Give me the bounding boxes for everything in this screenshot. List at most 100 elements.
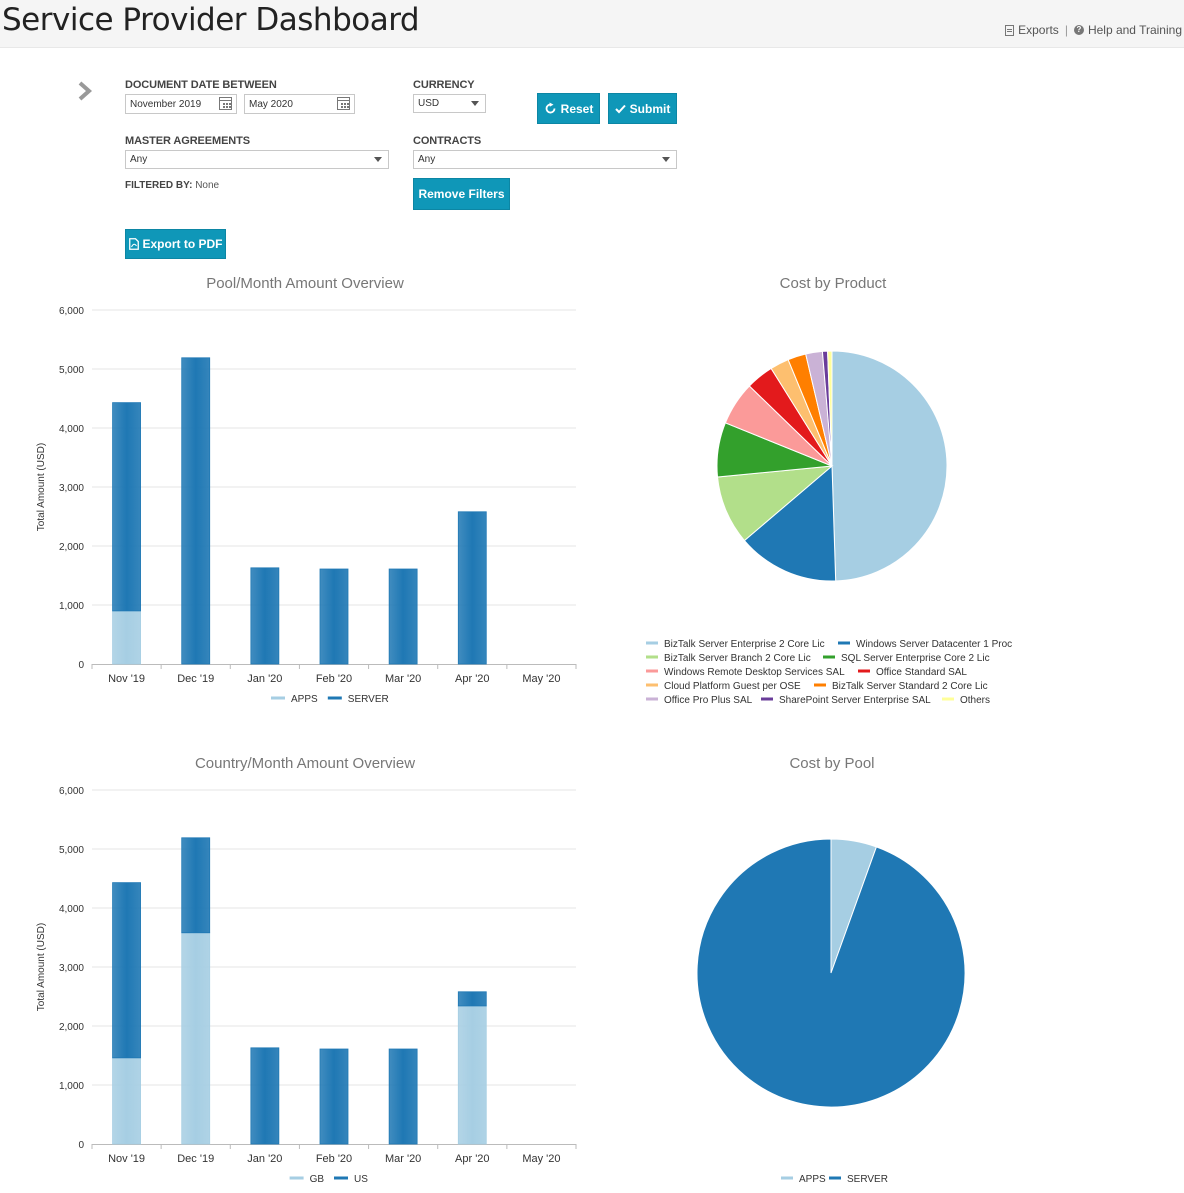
y-tick-label: 5,000 xyxy=(59,845,84,856)
legend-label: Office Standard SAL xyxy=(876,667,967,678)
y-axis-label: Total Amount (USD) xyxy=(36,443,47,531)
pie-slice xyxy=(827,350,833,467)
chevron-down-icon xyxy=(471,101,479,106)
date-range-label: DOCUMENT DATE BETWEEN xyxy=(125,79,277,91)
legend-label: SharePoint Server Enterprise SAL xyxy=(779,695,931,706)
link-separator: | xyxy=(1064,23,1068,37)
legend-label: Cloud Platform Guest per OSE xyxy=(664,681,801,692)
legend-label: Windows Remote Desktop Services SAL xyxy=(664,667,845,678)
cost-by-product-pie-chart: BizTalk Server Enterprise 2 Core Lic Wind… xyxy=(646,350,1012,706)
reset-button[interactable]: Reset xyxy=(537,93,600,124)
cost-by-pool-chart-title: Cost by Pool xyxy=(789,755,875,772)
bar xyxy=(181,932,211,1145)
date-to-value: May 2020 xyxy=(249,99,293,110)
legend-label: SQL Server Enterprise Core 2 Lic xyxy=(841,653,990,664)
legend-label: Windows Server Datacenter 1 Proc xyxy=(856,639,1012,650)
master-agreements-value: Any xyxy=(130,154,148,165)
y-tick-label: 1,000 xyxy=(59,1081,84,1092)
chevron-down-icon xyxy=(374,157,382,162)
filtered-by-value: None xyxy=(195,180,220,191)
document-icon xyxy=(1005,24,1015,36)
legend-label: BizTalk Server Branch 2 Core Lic xyxy=(664,653,811,664)
refresh-icon xyxy=(545,102,556,114)
calendar-icon[interactable] xyxy=(337,97,350,110)
pie-slice xyxy=(831,350,948,582)
pool-month-chart-title: Pool/Month Amount Overview xyxy=(206,275,404,292)
master-agreements-select[interactable]: Any xyxy=(125,150,389,169)
legend-label: APPS xyxy=(799,1174,826,1185)
y-tick-label: 4,000 xyxy=(59,904,84,915)
bar xyxy=(319,1048,349,1145)
date-to-field[interactable]: May 2020 xyxy=(244,94,355,114)
x-tick-label: Apr '20 xyxy=(455,1153,490,1165)
filtered-by: FILTERED BY: None xyxy=(125,180,219,191)
exports-link[interactable]: Exports xyxy=(1005,23,1059,37)
cost-by-pool-pie-chart: APPS SERVER xyxy=(696,838,966,1185)
bar xyxy=(319,568,349,665)
x-tick-label: May '20 xyxy=(522,1153,560,1165)
y-tick-label: 1,000 xyxy=(59,601,84,612)
x-tick-label: Nov '19 xyxy=(108,1153,145,1165)
y-tick-label: 0 xyxy=(78,1140,84,1151)
x-tick-label: Feb '20 xyxy=(316,673,352,685)
x-tick-label: Mar '20 xyxy=(385,673,421,685)
x-tick-label: Apr '20 xyxy=(455,673,490,685)
pie-slice xyxy=(743,464,837,582)
legend-label: APPS xyxy=(291,694,318,705)
x-tick-label: Jan '20 xyxy=(247,673,282,685)
remove-filters-label: Remove Filters xyxy=(418,187,505,201)
submit-button[interactable]: Submit xyxy=(608,93,677,124)
legend-label: Office Pro Plus SAL xyxy=(664,695,753,706)
help-link[interactable]: ? Help and Training xyxy=(1073,23,1182,37)
legend-label: SERVER xyxy=(847,1174,888,1185)
bar xyxy=(181,837,211,934)
bar xyxy=(457,1005,487,1145)
currency-label: CURRENCY xyxy=(413,79,475,91)
date-from-field[interactable]: November 2019 xyxy=(125,94,237,114)
bar xyxy=(112,1057,141,1145)
remove-filters-button[interactable]: Remove Filters xyxy=(413,178,510,210)
bar xyxy=(112,610,141,665)
filtered-by-label: FILTERED BY: xyxy=(125,180,193,191)
calendar-icon[interactable] xyxy=(219,97,232,110)
currency-value: USD xyxy=(418,98,440,109)
y-tick-label: 3,000 xyxy=(59,963,84,974)
x-tick-label: Dec '19 xyxy=(177,673,214,685)
top-links: Exports | ? Help and Training xyxy=(1005,23,1182,37)
date-from-value: November 2019 xyxy=(130,99,202,110)
chevron-right-icon[interactable] xyxy=(76,80,94,102)
help-icon: ? xyxy=(1073,25,1084,35)
x-tick-label: Jan '20 xyxy=(247,1153,282,1165)
bar xyxy=(112,402,141,612)
pool-month-bar-chart: 0 1,000 2,000 3,000 4,000 5,000 6,000 Total Amo… xyxy=(36,306,577,705)
y-tick-label: 3,000 xyxy=(59,483,84,494)
x-tick-label: Feb '20 xyxy=(316,1153,352,1165)
bar xyxy=(388,568,418,665)
legend-label: SERVER xyxy=(348,694,389,705)
pdf-icon xyxy=(128,238,139,250)
cost-by-product-chart-title: Cost by Product xyxy=(779,275,887,292)
y-tick-label: 6,000 xyxy=(59,306,84,317)
currency-select[interactable]: USD xyxy=(413,94,486,113)
legend-label: Others xyxy=(960,695,990,706)
x-tick-label: May '20 xyxy=(522,673,560,685)
y-tick-label: 2,000 xyxy=(59,1022,84,1033)
x-tick-label: Mar '20 xyxy=(385,1153,421,1165)
bar xyxy=(181,357,211,665)
reset-label: Reset xyxy=(560,101,594,116)
y-tick-label: 0 xyxy=(78,660,84,671)
master-agreements-label: MASTER AGREEMENTS xyxy=(125,135,251,147)
contracts-select[interactable]: Any xyxy=(413,150,677,169)
bar xyxy=(457,511,487,665)
x-tick-label: Nov '19 xyxy=(108,673,145,685)
pie-slice xyxy=(696,838,966,1108)
checkmark-icon xyxy=(614,104,626,113)
export-pdf-label: Export to PDF xyxy=(142,237,223,251)
submit-label: Submit xyxy=(629,101,671,116)
country-month-bar-chart: 0 1,000 2,000 3,000 4,000 5,000 6,000 Total Amo… xyxy=(36,786,577,1185)
bar xyxy=(250,567,280,665)
y-tick-label: 2,000 xyxy=(59,542,84,553)
y-tick-label: 5,000 xyxy=(59,365,84,376)
export-pdf-button[interactable]: Export to PDF xyxy=(125,229,226,259)
legend-label: GB xyxy=(310,1174,325,1185)
